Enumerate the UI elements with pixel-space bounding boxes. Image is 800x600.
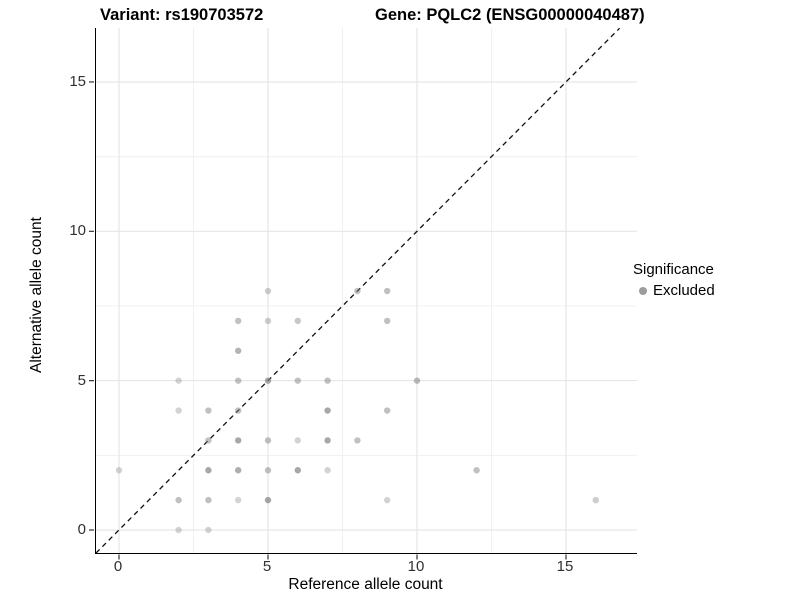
data-point [384,407,391,414]
x-tick-label: 0 [113,558,123,575]
data-point [294,467,301,474]
plot-area-svg [89,27,637,560]
data-point [205,496,212,504]
x-tick-label: 10 [407,558,425,575]
data-point [324,377,331,384]
x-axis-label: Reference allele count [288,576,443,593]
data-point [413,377,421,384]
data-point [384,317,391,325]
data-point [235,377,242,384]
data-point [264,496,272,504]
data-point [205,526,212,534]
data-point [592,496,599,504]
data-point [235,437,242,444]
data-point [235,467,242,474]
data-point [264,467,272,474]
data-point [324,437,331,444]
data-point [264,377,272,384]
data-point [205,407,212,414]
data-point [354,437,361,444]
data-point [264,287,272,295]
data-point [235,317,242,325]
y-tick-label: 15 [69,72,86,90]
legend-title: Significance [633,261,714,278]
y-tick-label: 5 [77,371,86,389]
data-point [175,496,182,504]
data-point [324,407,331,414]
y-tick-label: 0 [77,521,86,538]
y-tick-label: 10 [69,222,86,240]
legend: Significance Excluded [633,261,715,299]
data-point [205,467,212,474]
data-point [115,467,123,474]
data-point [175,377,182,384]
variant-title: Variant: rs190703572 [100,6,264,24]
data-point [294,317,301,325]
data-point [235,407,242,414]
data-point [384,287,391,295]
data-point [294,437,301,444]
data-point [324,467,331,474]
plot-panel [89,27,637,560]
gene-title: Gene: PQLC2 (ENSG00000040487) [375,6,645,24]
data-point [264,317,272,325]
data-point [235,347,242,354]
data-point [235,496,242,504]
x-tick-label: 15 [556,558,574,575]
x-tick-label: 5 [262,558,272,575]
data-point [205,437,212,444]
data-point [264,437,272,444]
y-axis-label: Alternative allele count [28,217,45,373]
data-point [473,467,480,474]
legend-item-excluded: Excluded [639,282,715,299]
legend-item-label: Excluded [653,282,715,299]
data-point [354,287,361,295]
data-point [175,526,182,534]
data-point [384,496,391,504]
data-point [175,407,182,414]
excluded-point-icon [639,286,647,295]
data-point [294,377,301,384]
